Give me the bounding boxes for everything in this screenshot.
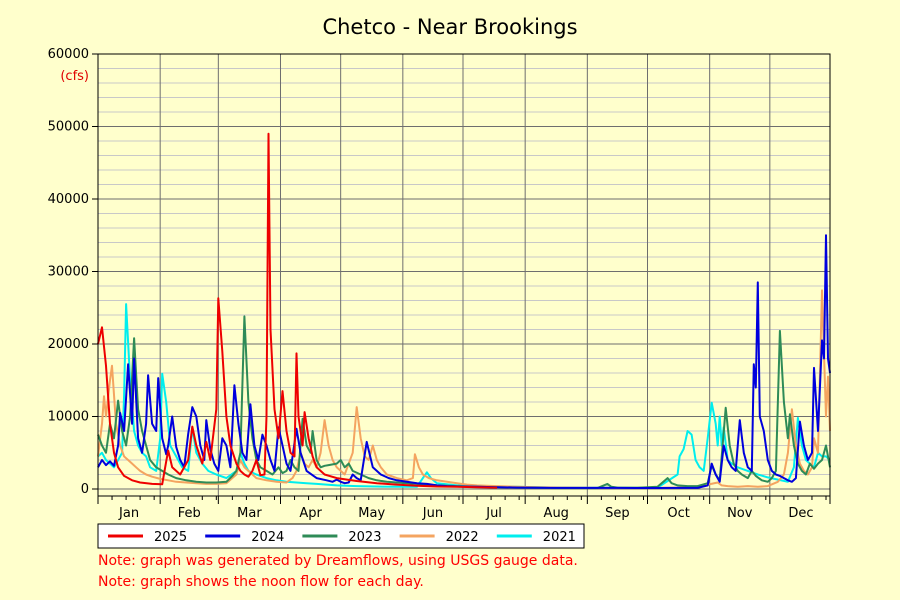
x-axis-ticks: Jan Feb Mar Apr May Jun Jul Aug Sep Oct Nov Dec — [97, 496, 831, 521]
y-axis-ticks: 0 10000 20000 30000 40000 50000 60000 — [48, 47, 98, 497]
chart-title: Chetco - Near Brookings — [322, 15, 577, 39]
y-tick-label: 40000 — [48, 192, 89, 207]
y-tick-label: 20000 — [48, 337, 89, 352]
legend-box — [97, 523, 585, 549]
series-line-2023 — [97, 315, 831, 490]
plot-frame — [97, 53, 831, 497]
legend-label-2021: 2021 — [543, 530, 576, 545]
x-tick-label-apr: Apr — [299, 506, 322, 521]
note-noon-flow: Note: graph shows the noon flow for each… — [98, 574, 424, 590]
y-tick-label: 50000 — [48, 120, 89, 135]
x-tick-label-oct: Oct — [667, 506, 689, 521]
y-tick-label: 30000 — [48, 265, 89, 280]
x-tick-label-feb: Feb — [178, 506, 201, 521]
y-axis-unit-label: (cfs) — [60, 69, 89, 84]
x-tick-label-dec: Dec — [788, 506, 813, 521]
legend-label-2023: 2023 — [348, 530, 381, 545]
y-tick-label: 0 — [81, 482, 89, 497]
x-tick-label-jul: Jul — [485, 506, 502, 521]
series-lines — [97, 132, 831, 490]
y-tick-label: 10000 — [48, 410, 89, 425]
x-tick-label-jun: Jun — [422, 506, 443, 521]
x-tick-label-jan: Jan — [118, 506, 139, 521]
legend: 2025 2024 2023 2022 2021 — [97, 523, 585, 549]
minor-gridlines — [98, 68, 830, 475]
legend-label-2024: 2024 — [251, 530, 284, 545]
x-tick-label-may: May — [358, 506, 385, 521]
x-tick-label-mar: Mar — [237, 506, 262, 521]
legend-label-2025: 2025 — [154, 530, 187, 545]
series-line-2024 — [97, 234, 831, 489]
x-tick-label-aug: Aug — [544, 506, 569, 521]
note-source: Note: graph was generated by Dreamflows,… — [98, 553, 578, 569]
y-tick-label: 60000 — [48, 47, 89, 62]
x-tick-label-sep: Sep — [605, 506, 630, 521]
x-tick-label-nov: Nov — [727, 506, 753, 521]
series-line-2025 — [97, 132, 498, 489]
legend-label-2022: 2022 — [446, 530, 479, 545]
series-line-2022 — [97, 289, 831, 489]
